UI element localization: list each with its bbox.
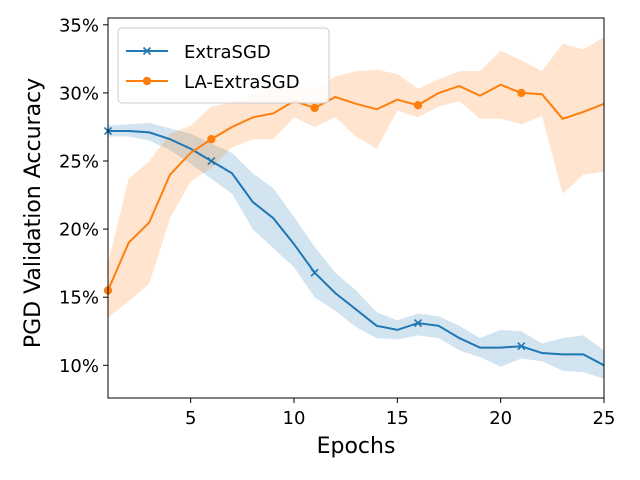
y-tick-label: 15% xyxy=(59,288,99,309)
x-axis-ticks: 5 10 15 20 25 xyxy=(185,398,616,429)
legend: ExtraSGD LA-ExtraSGD xyxy=(117,27,330,104)
y-axis-ticks: 10% 15% 20% 25% 30% 35% xyxy=(59,15,108,377)
extrasgd-legend-marker xyxy=(142,46,152,56)
extrasgd-marker xyxy=(413,319,423,328)
x-tick-label: 10 xyxy=(283,408,306,429)
la-extrasgd-marker xyxy=(517,88,526,98)
la-extrasgd-legend-marker xyxy=(142,76,152,86)
la-extrasgd-marker xyxy=(207,135,216,144)
y-tick-label: 30% xyxy=(59,83,99,104)
la-extrasgd-marker xyxy=(413,100,423,110)
y-tick-label: 25% xyxy=(59,152,99,173)
x-tick-label: 5 xyxy=(185,408,196,429)
x-tick-label: 20 xyxy=(489,408,512,429)
la-extrasgd-marker xyxy=(310,103,319,113)
y-tick-label: 20% xyxy=(59,220,99,241)
plot-frame xyxy=(107,17,605,399)
la-extrasgd-band xyxy=(108,37,604,318)
x-tick-label: 15 xyxy=(386,408,409,429)
extrasgd-marker xyxy=(207,156,216,166)
x-axis-label: Epochs xyxy=(317,434,396,459)
extrasgd-marker xyxy=(310,268,319,277)
extrasgd-legend-label: ExtraSGD xyxy=(184,42,271,63)
y-tick-label: 35% xyxy=(59,15,99,36)
legend-box xyxy=(117,27,330,104)
y-axis-label: PGD Validation Accuracy xyxy=(21,78,46,348)
confidence-bands xyxy=(108,37,604,379)
y-tick-label: 10% xyxy=(59,356,99,377)
x-tick-label: 25 xyxy=(593,408,616,429)
series-markers xyxy=(103,88,526,351)
extrasgd-marker xyxy=(517,342,526,351)
extrasgd-band xyxy=(108,122,604,379)
la-extrasgd-legend-label: LA-ExtraSGD xyxy=(184,72,300,93)
